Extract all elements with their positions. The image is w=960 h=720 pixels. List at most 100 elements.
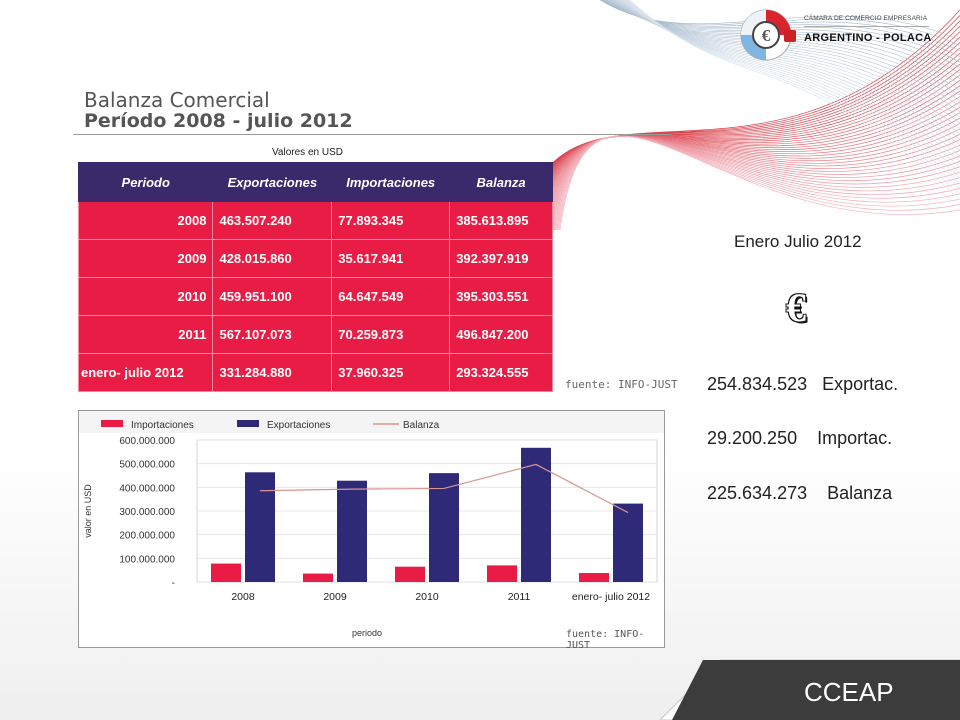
footer-bar-slant	[672, 660, 712, 720]
imports-cell: 64.647.549	[331, 277, 451, 316]
summary-balance: 225.634.273 Balanza	[707, 483, 892, 504]
legend-band	[79, 411, 664, 433]
wave-line	[554, 135, 960, 230]
summary-exports: 254.834.523 Exportac.	[707, 374, 898, 395]
logo-line1: CÁMARA DE COMERCIO EMPRESARIA	[804, 15, 928, 22]
table-row: 2008 463.507.240 77.893.345 385.613.895	[77, 201, 553, 240]
import-bar	[303, 573, 333, 582]
wave-line	[552, 135, 960, 230]
table-row: enero- julio 2012 331.284.880 37.960.325…	[77, 353, 553, 392]
summary-imports: 29.200.250 Importac.	[707, 428, 892, 449]
svg-text:€: €	[762, 26, 771, 45]
wave-line	[629, 0, 960, 201]
trade-chart: Importaciones Exportaciones Balanza 600.000…	[78, 410, 665, 651]
wave-line	[530, 63, 960, 230]
y-tick-label: 500.000.000	[119, 460, 175, 471]
logo-divider	[804, 26, 929, 27]
footer-label: CCEAP	[804, 677, 894, 707]
exports-cell: 331.284.880	[212, 353, 333, 392]
period-cell: enero- julio 2012	[77, 353, 214, 392]
summary-balance-label: Balanza	[827, 483, 893, 503]
period-cell: 2011	[77, 315, 214, 354]
wave-line	[557, 135, 960, 230]
exports-cell: 428.015.860	[212, 239, 333, 278]
wave-line	[549, 136, 960, 230]
x-tick-label: 2008	[231, 591, 255, 603]
trade-chart-svg: Importaciones Exportaciones Balanza 600.000…	[79, 411, 664, 638]
import-bar	[211, 563, 241, 582]
balance-cell: 385.613.895	[449, 201, 553, 240]
wave-line	[527, 47, 960, 230]
summary-exports-label: Exportac.	[822, 374, 899, 394]
chart-source-note: fuente: INFO-JUST	[566, 629, 645, 651]
legend-label: Balanza	[403, 420, 440, 431]
table-row: 2010 459.951.100 64.647.549 395.303.551	[77, 277, 553, 316]
x-tick-label: enero- julio 2012	[572, 591, 650, 603]
legend-swatch	[237, 420, 259, 427]
period-cell: 2010	[77, 277, 214, 316]
wave-line	[533, 79, 960, 230]
wave-line	[536, 96, 960, 230]
wave-line	[559, 135, 960, 230]
y-tick-label: 600.000.000	[119, 436, 175, 447]
wave-line	[556, 135, 960, 230]
wave-line	[538, 101, 960, 230]
legend-label: Importaciones	[131, 420, 194, 431]
x-tick-label: 2010	[415, 591, 439, 603]
wave-line	[541, 117, 960, 230]
export-bar	[337, 480, 367, 582]
imports-cell: 70.259.873	[331, 315, 451, 354]
column-header-balance: Balanza	[449, 162, 553, 202]
y-axis-label: valor en USD	[83, 484, 93, 538]
exports-cell: 463.507.240	[212, 201, 333, 240]
exports-cell: 459.951.100	[212, 277, 333, 316]
summary-exports-value: 254.834.523	[707, 374, 808, 394]
wave-line	[528, 52, 960, 230]
table-header-row: Periodo Exportaciones Importaciones Bala…	[77, 162, 553, 202]
summary-title: Enero Julio 2012	[734, 232, 862, 251]
export-bar	[429, 473, 459, 582]
balance-cell: 395.303.551	[449, 277, 553, 316]
wave-line	[545, 135, 960, 230]
import-bar	[487, 565, 517, 582]
page-title: Balanza Comercial	[84, 88, 270, 112]
period-cell: 2008	[77, 201, 214, 240]
trade-balance-table: Periodo Exportaciones Importaciones Bala…	[77, 162, 553, 392]
euro-flags-logo-icon: €	[740, 9, 796, 61]
wave-line	[558, 135, 960, 230]
wave-line	[534, 85, 960, 230]
wave-line	[529, 58, 960, 230]
chamber-logo: € CÁMARA DE COMERCIO EMPRESARIA ARGENTIN…	[736, 6, 956, 64]
x-tick-label: 2011	[508, 591, 531, 603]
period-cell: 2009	[77, 239, 214, 278]
x-axis-label: periodo	[352, 628, 382, 638]
balance-cell: 496.847.200	[449, 315, 553, 354]
import-bar	[579, 573, 609, 582]
table-row: 2009 428.015.860 35.617.941 392.397.919	[77, 239, 553, 278]
export-bar	[521, 447, 551, 582]
export-bar	[613, 503, 643, 582]
wave-line	[539, 106, 960, 230]
page-subtitle: Período 2008 - julio 2012	[84, 110, 353, 132]
column-header-imports: Importaciones	[331, 162, 451, 202]
wave-line	[542, 123, 960, 230]
y-tick-label: 200.000.000	[119, 531, 175, 542]
balance-cell: 293.324.555	[449, 353, 553, 392]
y-tick-label: 400.000.000	[119, 483, 175, 494]
summary-imports-value: 29.200.250	[707, 428, 798, 448]
wave-line	[546, 136, 960, 230]
legend-label: Exportaciones	[267, 420, 330, 431]
wave-line	[547, 136, 960, 230]
table-row: 2011 567.107.073 70.259.873 496.847.200	[77, 315, 553, 354]
exports-cell: 567.107.073	[212, 315, 333, 354]
x-tick-label: 2009	[323, 591, 347, 603]
y-tick-label: -	[172, 578, 175, 589]
wave-line	[535, 90, 960, 230]
y-tick-label: 300.000.000	[119, 507, 175, 518]
imports-cell: 35.617.941	[331, 239, 451, 278]
y-tick-label: 100.000.000	[119, 554, 175, 565]
wave-line	[551, 136, 960, 230]
summary-imports-label: Importac.	[817, 428, 893, 448]
column-header-period: Periodo	[77, 162, 214, 202]
